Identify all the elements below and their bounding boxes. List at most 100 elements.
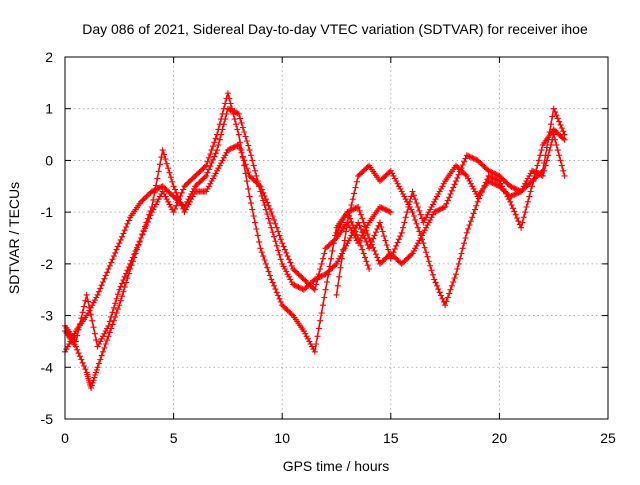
data-point xyxy=(226,106,233,113)
data-point xyxy=(360,232,367,239)
data-point xyxy=(537,171,544,178)
data-point xyxy=(277,299,284,305)
data-point xyxy=(443,298,450,305)
data-point xyxy=(261,257,268,263)
data-point xyxy=(477,160,484,166)
data-point xyxy=(448,187,455,194)
data-point xyxy=(117,236,124,243)
data-point xyxy=(219,157,226,164)
y-tick-label: -1 xyxy=(41,204,54,220)
data-point xyxy=(371,232,378,239)
series-2 xyxy=(62,90,373,391)
data-point xyxy=(409,188,416,195)
data-point xyxy=(129,254,136,261)
data-point xyxy=(427,216,434,223)
data-point xyxy=(326,263,333,270)
data-point xyxy=(275,228,282,235)
data-point xyxy=(348,207,355,214)
data-point xyxy=(457,255,463,262)
data-point xyxy=(439,295,446,302)
data-point xyxy=(180,205,187,212)
data-point xyxy=(142,194,149,201)
data-point xyxy=(470,210,477,217)
data-point xyxy=(88,385,95,391)
data-point xyxy=(421,244,428,251)
data-point xyxy=(245,185,252,192)
data-point xyxy=(104,337,111,344)
data-point xyxy=(535,171,542,177)
data-point xyxy=(74,346,81,353)
data-point xyxy=(204,185,211,192)
data-point xyxy=(442,302,449,309)
data-point xyxy=(243,178,250,185)
data-point xyxy=(287,310,294,316)
data-point xyxy=(344,209,351,216)
data-point xyxy=(524,175,531,182)
data-point xyxy=(366,235,373,241)
data-point xyxy=(124,267,131,274)
data-point xyxy=(400,224,406,231)
data-point xyxy=(472,206,478,213)
data-point xyxy=(299,275,306,282)
data-point xyxy=(207,163,214,170)
data-point xyxy=(102,341,109,347)
data-point xyxy=(497,184,504,191)
data-point xyxy=(186,198,193,205)
data-point xyxy=(290,266,297,272)
data-point xyxy=(110,317,117,324)
series-line xyxy=(335,128,566,306)
data-point xyxy=(414,224,421,231)
data-point xyxy=(158,154,165,161)
data-point xyxy=(246,193,253,200)
data-point xyxy=(360,219,367,226)
data-point xyxy=(510,205,516,212)
data-point xyxy=(429,211,436,218)
data-point xyxy=(100,279,106,285)
data-point xyxy=(226,95,233,102)
data-point xyxy=(351,190,358,197)
data-point xyxy=(519,219,526,226)
data-point xyxy=(444,197,451,204)
data-point xyxy=(185,179,192,186)
data-point xyxy=(102,328,109,335)
data-point xyxy=(277,236,284,243)
data-point xyxy=(552,136,559,143)
data-point xyxy=(349,229,356,236)
data-point xyxy=(469,183,476,190)
data-point xyxy=(439,205,446,212)
data-point xyxy=(552,127,559,134)
data-point xyxy=(524,198,531,205)
data-point xyxy=(515,218,522,225)
data-point xyxy=(538,172,545,179)
data-point xyxy=(344,240,351,247)
data-point xyxy=(374,254,381,261)
data-point xyxy=(389,251,396,258)
data-point xyxy=(112,249,119,256)
data-point xyxy=(436,206,443,213)
data-point xyxy=(310,346,317,353)
data-point xyxy=(510,192,516,199)
data-point xyxy=(359,169,366,176)
data-point xyxy=(381,257,387,263)
data-point xyxy=(454,163,461,170)
data-point xyxy=(363,165,370,172)
data-point xyxy=(385,253,392,260)
data-point xyxy=(338,250,345,257)
data-point xyxy=(296,272,303,279)
data-point xyxy=(440,204,447,211)
data-point xyxy=(195,170,201,177)
data-point xyxy=(248,152,254,159)
data-point xyxy=(336,273,343,280)
data-point xyxy=(512,191,519,197)
data-point xyxy=(537,152,544,159)
data-point xyxy=(458,250,465,257)
data-point xyxy=(553,141,560,148)
data-point xyxy=(492,176,499,183)
data-point xyxy=(159,147,166,154)
data-point xyxy=(372,251,379,258)
data-point xyxy=(527,188,534,195)
data-point xyxy=(110,304,117,311)
data-point xyxy=(281,246,288,253)
data-point xyxy=(405,204,412,210)
data-point xyxy=(401,258,408,265)
